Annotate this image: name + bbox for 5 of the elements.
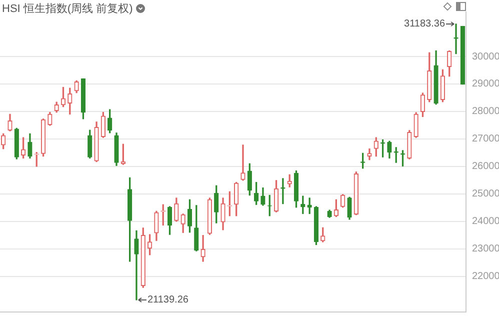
candlestick — [240, 144, 246, 181]
annotation: 21139.26 — [147, 294, 189, 306]
candlestick — [134, 230, 139, 300]
chart-title: HSI 恒生指数(周线 前复权) — [2, 2, 133, 16]
annotation: 31183.36 — [404, 18, 446, 30]
